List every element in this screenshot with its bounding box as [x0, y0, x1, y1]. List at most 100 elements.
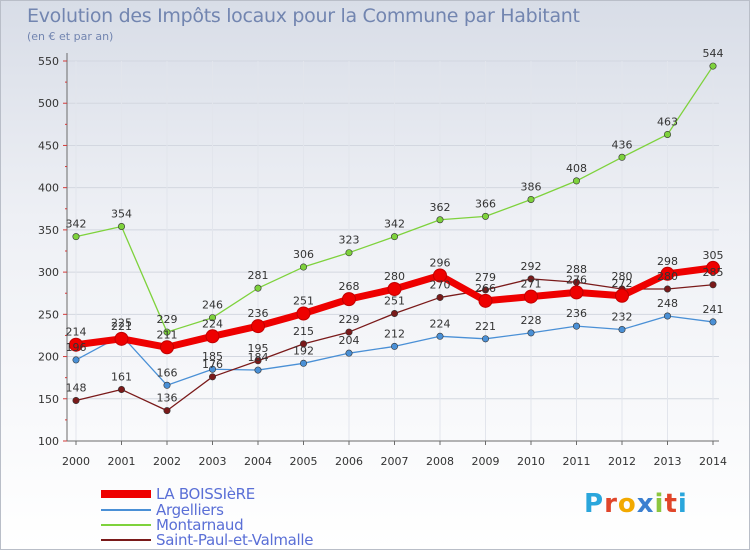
data-point-la-boissi-re: [342, 292, 356, 307]
data-label-saint-paul-et-valmalle: 270: [430, 278, 451, 291]
data-label-montarnaud: 354: [111, 208, 132, 221]
data-label-montarnaud: 436: [612, 138, 633, 151]
data-point-montarnaud: [118, 223, 126, 231]
x-tick-label: 2011: [563, 455, 591, 468]
data-label-la-boissi-re: 271: [521, 278, 542, 291]
y-tick-label: 100: [38, 435, 59, 448]
data-point-argelliers: [618, 326, 626, 334]
data-point-la-boissi-re: [69, 337, 83, 352]
data-label-saint-paul-et-valmalle: 195: [248, 342, 269, 355]
data-label-argelliers: 221: [475, 320, 496, 333]
data-label-la-boissi-re: 224: [202, 317, 223, 330]
data-point-saint-paul-et-valmalle: [72, 396, 80, 404]
x-tick-label: 2006: [335, 455, 363, 468]
data-label-saint-paul-et-valmalle: 148: [66, 381, 87, 394]
data-point-la-boissi-re: [296, 306, 311, 321]
data-label-montarnaud: 463: [657, 115, 678, 128]
proxiti-logo: Proxiti: [584, 489, 688, 519]
logo-letter: r: [604, 489, 618, 519]
data-point-argelliers: [390, 342, 398, 350]
data-point-saint-paul-et-valmalle: [299, 340, 307, 348]
x-tick-label: 2010: [517, 455, 545, 468]
data-label-saint-paul-et-valmalle: 161: [111, 370, 132, 383]
data-point-la-boissi-re: [615, 288, 629, 303]
data-label-montarnaud: 246: [202, 299, 223, 312]
data-label-montarnaud: 342: [66, 218, 87, 231]
data-point-saint-paul-et-valmalle: [527, 275, 535, 283]
data-label-argelliers: 228: [521, 314, 542, 327]
y-tick-label: 550: [38, 55, 59, 68]
y-tick-label: 200: [38, 351, 59, 364]
data-label-la-boissi-re: 266: [475, 282, 496, 295]
x-tick-label: 2012: [608, 455, 636, 468]
x-tick-label: 2003: [199, 455, 227, 468]
data-label-saint-paul-et-valmalle: 229: [339, 313, 360, 326]
data-label-montarnaud: 362: [430, 201, 451, 214]
x-tick-label: 2009: [472, 455, 500, 468]
x-tick-label: 2004: [244, 455, 272, 468]
data-point-montarnaud: [709, 62, 717, 70]
data-label-saint-paul-et-valmalle: 280: [612, 270, 633, 283]
data-label-la-boissi-re: 251: [293, 294, 314, 307]
x-tick-label: 2002: [153, 455, 181, 468]
data-label-saint-paul-et-valmalle: 285: [703, 266, 724, 279]
data-label-saint-paul-et-valmalle: 251: [384, 294, 405, 307]
data-label-montarnaud: 386: [521, 180, 542, 193]
chart-title: Evolution des Impôts locaux pour la Comm…: [27, 5, 580, 27]
data-point-saint-paul-et-valmalle: [254, 357, 262, 365]
data-point-saint-paul-et-valmalle: [390, 309, 398, 317]
legend-swatch-montarnaud: [101, 524, 151, 526]
data-point-saint-paul-et-valmalle: [118, 385, 126, 393]
data-label-argelliers: 204: [339, 334, 360, 347]
legend-swatch-saint-paul: [101, 539, 151, 541]
data-point-montarnaud: [345, 249, 353, 257]
y-tick-label: 450: [38, 139, 59, 152]
chart-subtitle: (en € et par an): [27, 30, 114, 43]
data-point-saint-paul-et-valmalle: [163, 407, 171, 415]
logo-letter: P: [584, 489, 605, 519]
data-point-la-boissi-re: [205, 329, 220, 344]
data-label-argelliers: 184: [248, 351, 269, 364]
data-label-montarnaud: 366: [475, 197, 496, 210]
data-label-la-boissi-re: 272: [612, 277, 633, 290]
data-label-montarnaud: 544: [703, 47, 724, 60]
data-point-saint-paul-et-valmalle: [345, 328, 353, 336]
data-point-argelliers: [209, 365, 217, 373]
data-point-la-boissi-re: [524, 289, 538, 304]
y-tick-label: 250: [38, 308, 59, 321]
data-label-la-boissi-re: 280: [384, 270, 405, 283]
logo-letter: o: [617, 489, 637, 519]
data-point-argelliers: [345, 349, 353, 357]
legend-label-la-boissiere: LA BOISSIèRE: [156, 485, 255, 503]
data-label-montarnaud: 281: [248, 269, 269, 282]
data-label-argelliers: 232: [612, 311, 633, 324]
data-label-argelliers: 236: [566, 307, 587, 320]
data-point-montarnaud: [663, 130, 671, 138]
data-point-saint-paul-et-valmalle: [209, 373, 217, 381]
y-tick-label: 400: [38, 182, 59, 195]
data-label-montarnaud: 408: [566, 162, 587, 175]
data-point-argelliers: [436, 332, 444, 340]
data-point-argelliers: [709, 318, 717, 326]
data-point-la-boissi-re: [114, 331, 129, 346]
x-tick-label: 2007: [381, 455, 409, 468]
data-point-saint-paul-et-valmalle: [663, 285, 671, 293]
data-label-argelliers: 166: [157, 366, 178, 379]
data-point-la-boissi-re: [433, 268, 447, 283]
data-point-la-boissi-re: [160, 340, 174, 355]
data-point-argelliers: [572, 322, 580, 330]
data-label-la-boissi-re: 298: [657, 255, 678, 268]
data-point-argelliers: [663, 312, 671, 320]
data-label-montarnaud: 306: [293, 248, 314, 261]
data-point-montarnaud: [72, 233, 80, 241]
data-point-argelliers: [72, 356, 80, 364]
data-point-argelliers: [299, 359, 307, 367]
x-tick-label: 2001: [108, 455, 136, 468]
legend-swatch-argelliers: [101, 509, 151, 511]
data-label-argelliers: 185: [202, 350, 223, 363]
data-label-la-boissi-re: 296: [430, 256, 451, 269]
data-label-argelliers: 192: [293, 344, 314, 357]
data-point-saint-paul-et-valmalle: [481, 286, 489, 294]
